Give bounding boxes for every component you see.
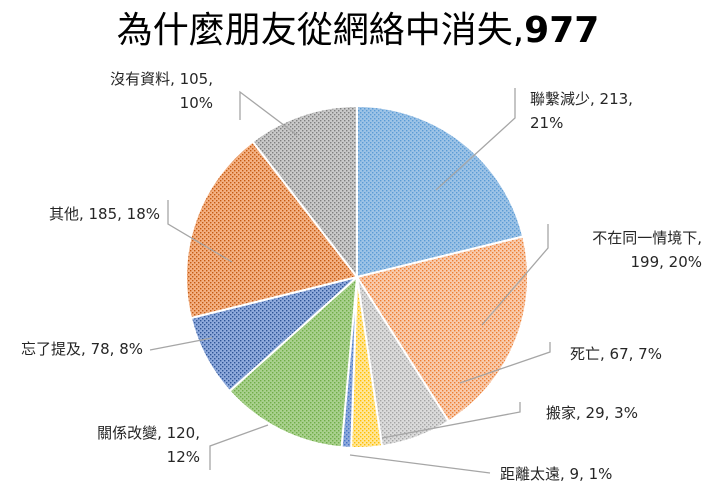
chart-title-text: 為什麼朋友從網絡中消失, [117,10,524,51]
data-label-5: 距離太遠, 9, 1% [500,465,612,483]
pie-slice-2 [355,235,529,423]
leader-line-9 [239,90,298,136]
data-label-4: 搬家, 29, 3% [546,404,638,422]
pie-slice-1 [356,104,525,279]
data-label-line: 聯繫減少, 213, [530,90,633,108]
data-label-line: 關係改變, 120, [97,424,200,442]
data-label-line: 10% [180,94,213,112]
data-label-line: 21% [530,114,563,132]
leader-line-2 [481,224,549,326]
leader-line-4 [381,402,521,439]
data-label-line: 死亡, 67, 7% [570,345,662,363]
data-label-9: 沒有資料, 105, 10% [110,70,213,112]
leader-line-1 [435,88,516,191]
data-label-6: 關係改變, 120, 12% [97,424,200,466]
data-label-line: 搬家, 29, 3% [546,404,638,422]
chart-title-total: 977 [524,10,599,51]
data-label-line: 忘了提及, 78, 8% [21,340,143,358]
data-label-line: 12% [167,448,200,466]
data-label-2: 不在同一情境下, 199, 20% [592,229,702,271]
pie-slice-9 [251,104,358,280]
leader-line-3 [459,342,551,384]
leader-line-5 [349,454,491,474]
leader-line-6 [209,424,269,470]
data-label-line: 其他, 185, 18% [49,205,160,223]
data-label-line: 199, 20% [630,253,702,271]
pie-slice-8 [184,140,359,320]
data-label-line: 沒有資料, 105, [110,70,213,88]
leader-line-7 [149,337,213,351]
pie-slice-6 [228,274,359,449]
leader-line-8 [167,200,233,263]
data-label-7: 忘了提及, 78, 8% [21,340,143,358]
data-label-8: 其他, 185, 18% [49,205,160,223]
data-label-1: 聯繫減少, 213, 21% [530,90,633,132]
data-label-line: 不在同一情境下, [592,229,702,247]
data-label-line: 距離太遠, 9, 1% [500,465,612,483]
chart-title: 為什麼朋友從網絡中消失,977 [117,10,600,51]
data-label-3: 死亡, 67, 7% [570,345,662,363]
